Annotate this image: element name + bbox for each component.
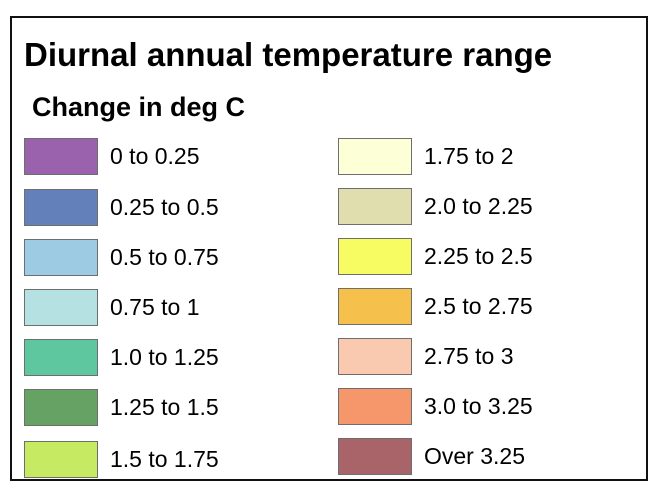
legend-swatch bbox=[24, 189, 98, 226]
legend-item: 2.25 to 2.5 bbox=[338, 238, 638, 276]
legend-item: 1.75 to 2 bbox=[338, 138, 638, 176]
legend-item-label: 2.25 to 2.5 bbox=[424, 243, 533, 269]
legend-item-label: 1.5 to 1.75 bbox=[110, 446, 219, 472]
legend-swatch bbox=[24, 441, 98, 478]
legend-item-label: 1.25 to 1.5 bbox=[110, 394, 219, 420]
legend-panel: Diurnal annual temperature range Change … bbox=[10, 16, 648, 481]
legend-item: 2.75 to 3 bbox=[338, 338, 638, 376]
legend-item: 2.0 to 2.25 bbox=[338, 188, 638, 226]
legend-swatch bbox=[338, 338, 412, 375]
legend-item: 0.5 to 0.75 bbox=[24, 239, 324, 277]
legend-swatch bbox=[338, 238, 412, 275]
legend-item-label: 0.75 to 1 bbox=[110, 294, 200, 320]
legend-item-label: 0.25 to 0.5 bbox=[110, 194, 219, 220]
legend-item: 1.25 to 1.5 bbox=[24, 389, 324, 427]
legend-item-label: 0.5 to 0.75 bbox=[110, 244, 219, 270]
legend-swatch bbox=[24, 389, 98, 426]
legend-item-label: 2.5 to 2.75 bbox=[424, 293, 533, 319]
legend-swatch bbox=[24, 339, 98, 376]
legend-item: 1.5 to 1.75 bbox=[24, 441, 324, 479]
legend-item: 0 to 0.25 bbox=[24, 138, 324, 176]
legend-item-label: 3.0 to 3.25 bbox=[424, 393, 533, 419]
legend-swatch bbox=[24, 239, 98, 276]
legend-swatch bbox=[338, 188, 412, 225]
legend-swatch bbox=[338, 388, 412, 425]
legend-title: Diurnal annual temperature range bbox=[24, 36, 553, 73]
legend-swatch bbox=[338, 138, 412, 175]
legend-item-label: 2.0 to 2.25 bbox=[424, 193, 533, 219]
legend-item-label: 0 to 0.25 bbox=[110, 143, 200, 169]
legend-item-label: 1.0 to 1.25 bbox=[110, 344, 219, 370]
legend-item-label: 2.75 to 3 bbox=[424, 343, 514, 369]
legend-item-label: Over 3.25 bbox=[424, 443, 525, 469]
legend-subtitle: Change in deg C bbox=[32, 92, 246, 122]
legend-item: 1.0 to 1.25 bbox=[24, 339, 324, 377]
legend-item: 3.0 to 3.25 bbox=[338, 388, 638, 426]
legend-item: 0.75 to 1 bbox=[24, 289, 324, 327]
legend-swatch bbox=[338, 438, 412, 475]
legend-swatch bbox=[338, 288, 412, 325]
legend-item: 0.25 to 0.5 bbox=[24, 189, 324, 227]
legend-item: Over 3.25 bbox=[338, 438, 638, 476]
legend-item: 2.5 to 2.75 bbox=[338, 288, 638, 326]
legend-swatch bbox=[24, 138, 98, 175]
legend-swatch bbox=[24, 289, 98, 326]
legend-item-label: 1.75 to 2 bbox=[424, 143, 514, 169]
